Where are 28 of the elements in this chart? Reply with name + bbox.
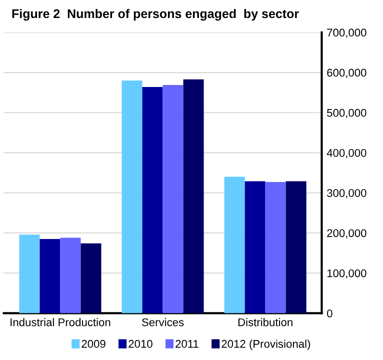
x-tick-label: Distribution <box>238 318 292 326</box>
bar <box>19 234 40 314</box>
bar <box>183 79 204 314</box>
bar <box>162 84 184 314</box>
legend-label: 2010 <box>128 340 152 348</box>
chart-title: Figure 2 Number of persons engaged by sector <box>12 8 299 21</box>
bar <box>265 182 286 314</box>
bar <box>244 181 266 314</box>
bar <box>80 243 102 314</box>
bar <box>122 80 142 314</box>
y-tick-label: 100,000 <box>327 269 366 279</box>
y-tick-label: 200,000 <box>327 229 366 238</box>
x-tick-label: Industrial Production <box>10 318 110 326</box>
x-tick-label: Services <box>142 318 184 326</box>
y-tick-label: 300,000 <box>327 189 366 198</box>
y-tick-label: 700,000 <box>327 28 366 38</box>
bar <box>60 238 81 314</box>
y-tick-label: 500,000 <box>327 108 366 118</box>
bar <box>142 86 163 314</box>
bar <box>286 181 306 314</box>
bar <box>40 238 60 314</box>
y-tick-label: 600,000 <box>327 68 366 78</box>
legend-label: 2009 <box>82 340 106 348</box>
legend-label: 2011 <box>176 340 198 348</box>
y-tick-label: 0 <box>327 309 332 318</box>
bar <box>224 176 245 314</box>
y-tick-label: 400,000 <box>326 149 366 158</box>
legend-label: 2012 (Provisional) <box>222 340 310 350</box>
